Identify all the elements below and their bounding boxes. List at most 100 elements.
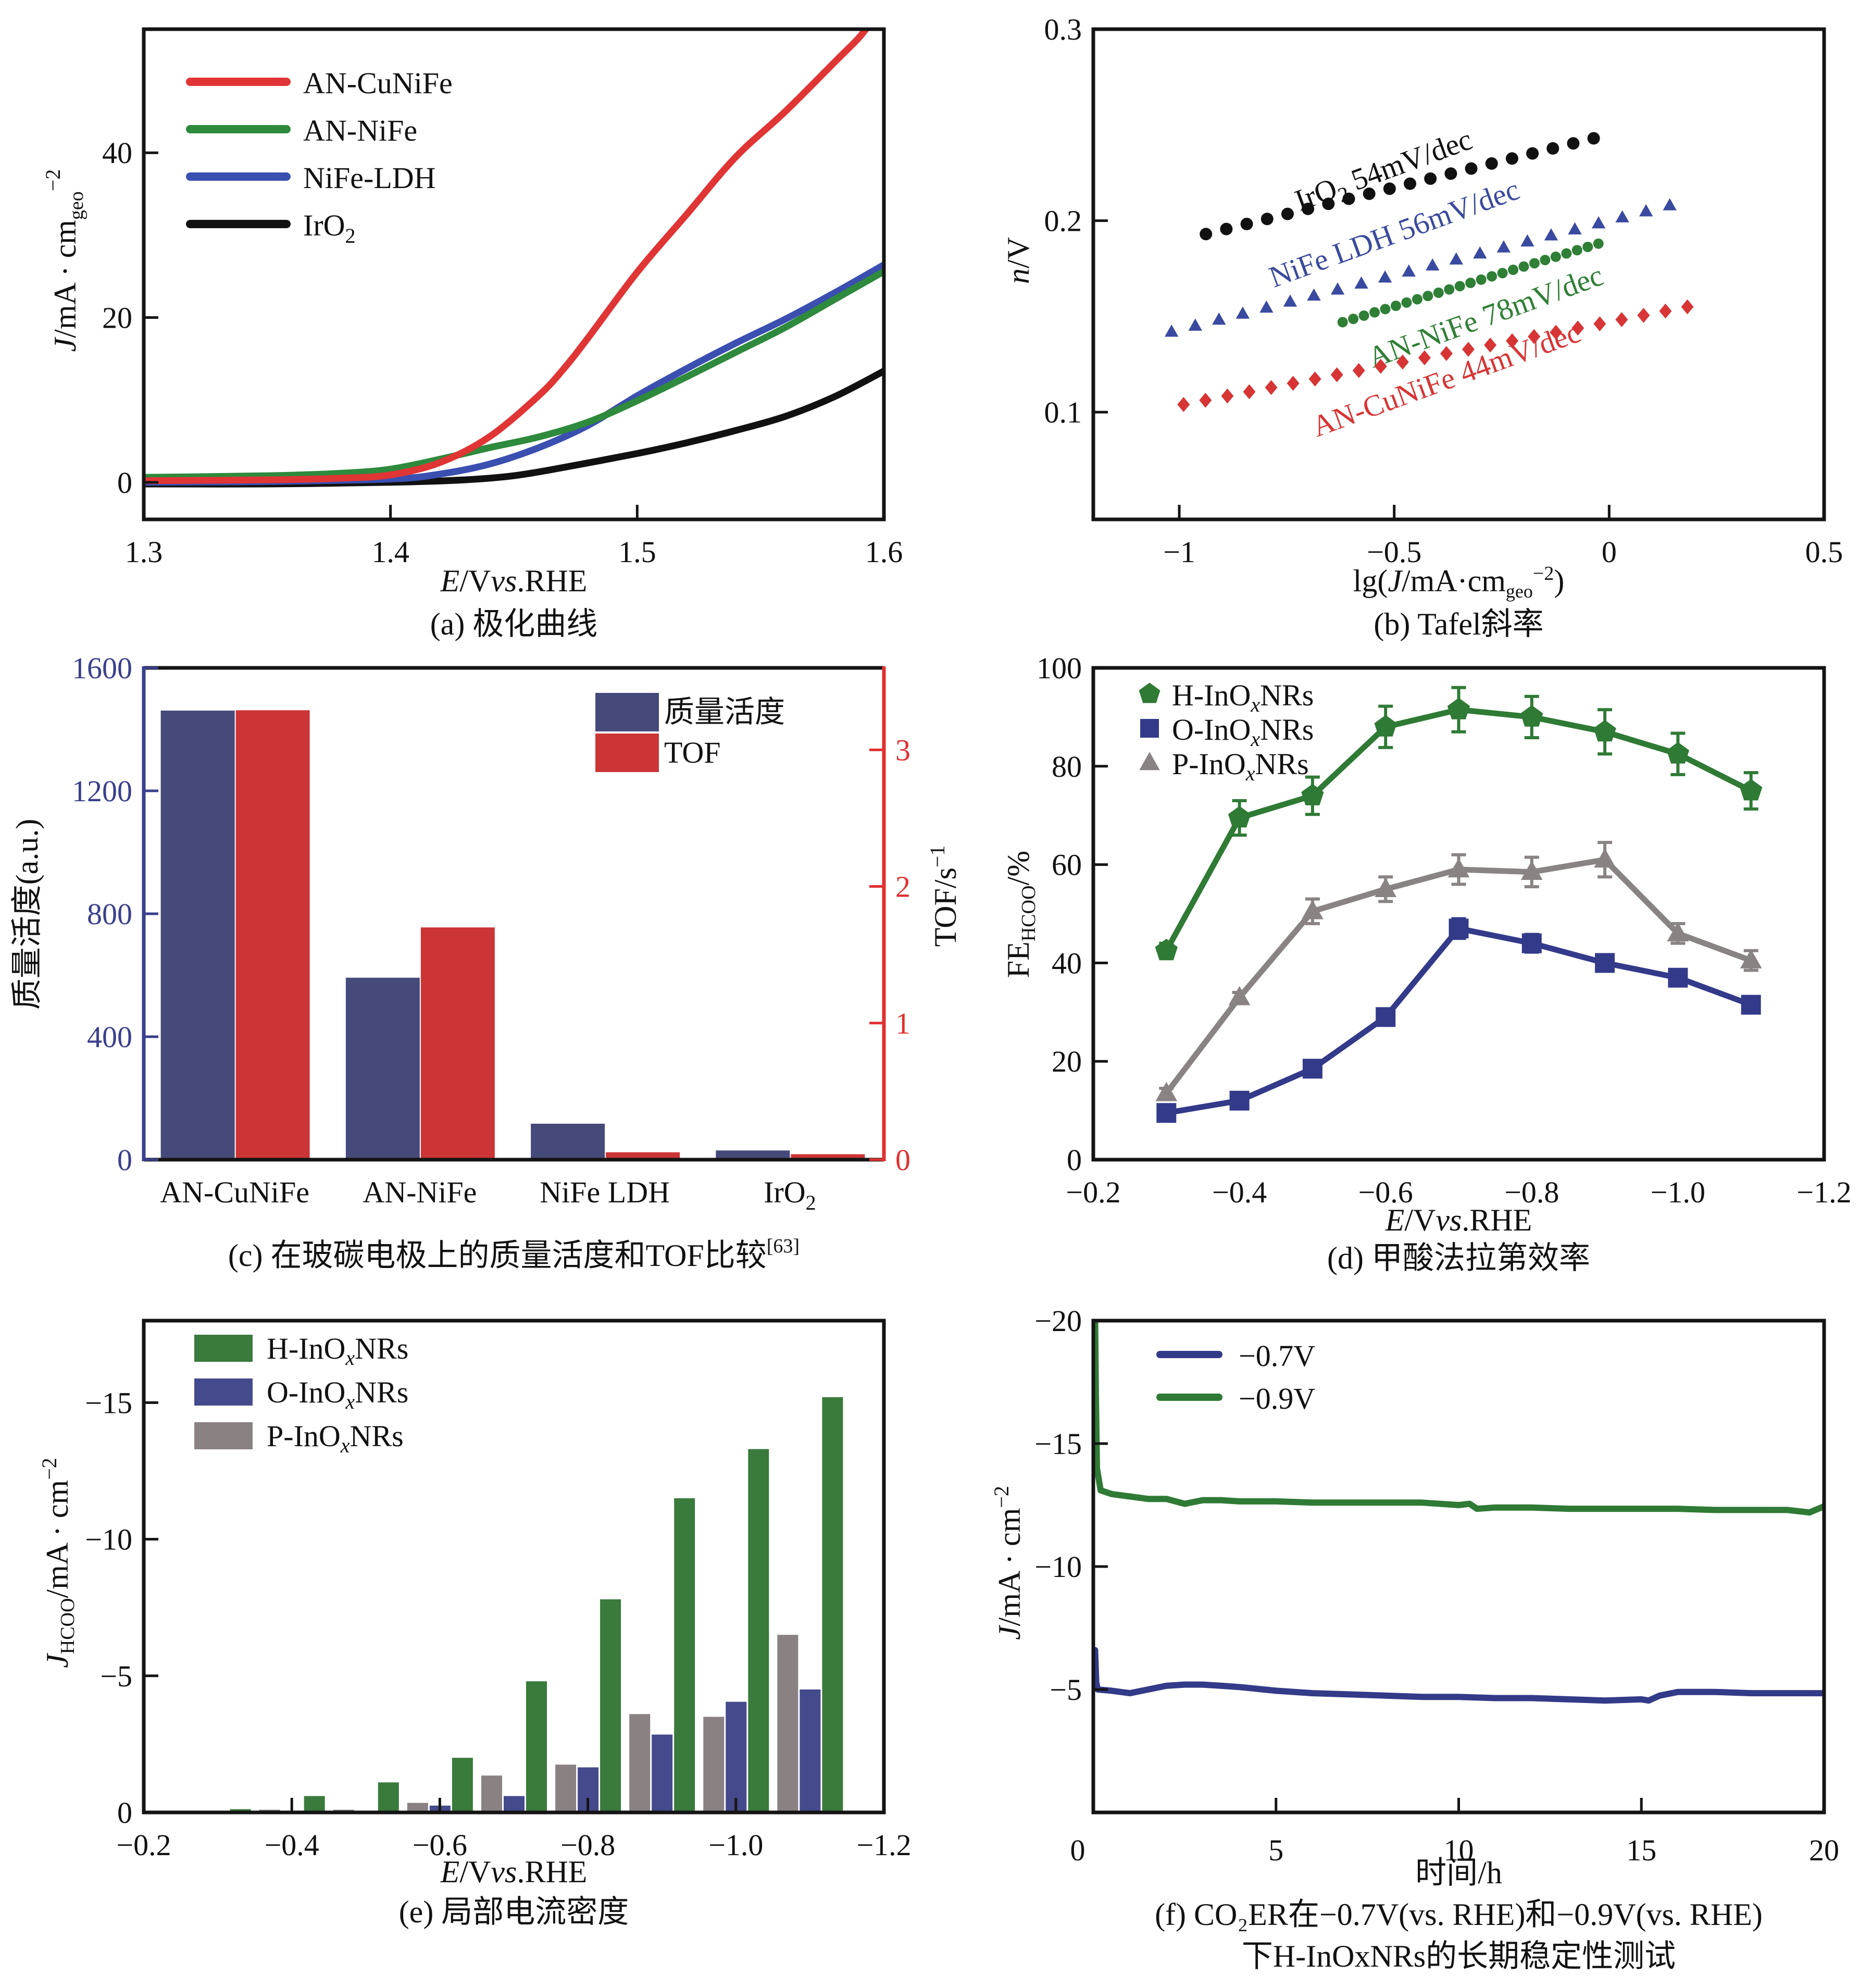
series-line-an-nife — [144, 268, 884, 481]
y-tick-label: −20 — [1034, 1304, 1082, 1338]
data-point — [1342, 192, 1355, 205]
data-point — [1740, 779, 1763, 801]
y-tick-label: 0 — [1067, 1143, 1082, 1177]
series-iro2 — [1200, 132, 1600, 241]
tspan: −2 — [990, 1486, 1013, 1508]
bar-p-inoxnrs — [481, 1775, 502, 1812]
legend-label: O-InOxNRs — [267, 1375, 408, 1413]
data-point — [1301, 784, 1324, 805]
data-point — [1571, 245, 1582, 256]
data-point — [1520, 705, 1543, 727]
x-tick-label: −0.2 — [1066, 1175, 1120, 1209]
bar-h-inoxnrs — [526, 1681, 547, 1812]
data-point — [1283, 294, 1297, 307]
bar-tof — [420, 927, 495, 1160]
tspan: /mA · cm — [992, 1508, 1027, 1626]
x-tick-label: −0.2 — [116, 1828, 171, 1862]
bar-h-inoxnrs — [378, 1782, 399, 1812]
data-point — [1228, 986, 1251, 1005]
x-tick-label: −1.2 — [856, 1828, 911, 1862]
data-point — [1520, 234, 1534, 247]
legend-marker — [1140, 719, 1159, 738]
data-point — [1508, 264, 1519, 275]
y-tick-label: 0.2 — [1044, 204, 1082, 238]
x-tick-label: 1.4 — [371, 535, 409, 569]
data-point — [1663, 198, 1677, 210]
legend-label: IrO2 — [303, 208, 356, 247]
series-line-minus-0-7v — [1093, 1647, 1824, 1704]
data-point — [1550, 251, 1561, 262]
y-axis-label: J/mA · cmgeo−2 — [41, 169, 88, 352]
tspan: /V — [1001, 237, 1035, 268]
data-point — [1681, 299, 1694, 315]
tspan: vs — [491, 564, 517, 598]
bar-p-inoxnrs — [629, 1714, 651, 1812]
bar-tof — [606, 1152, 680, 1160]
plot-frame — [142, 1319, 886, 1815]
data-point — [1240, 217, 1253, 230]
data-point — [1378, 270, 1392, 283]
data-point — [1568, 222, 1582, 234]
y-tick-label-right: 0 — [895, 1143, 910, 1177]
y-tick-label: 60 — [1052, 848, 1082, 882]
plot-frame — [1091, 27, 1826, 521]
data-point — [1375, 877, 1397, 897]
data-point — [1376, 1007, 1396, 1027]
x-tick-label: −1.2 — [1796, 1175, 1851, 1209]
legend-label: H-InOxNRs — [1172, 678, 1314, 716]
tspan: J — [40, 1653, 74, 1668]
bar-h-inoxnrs — [674, 1498, 695, 1812]
data-point — [1352, 363, 1365, 378]
data-point — [1667, 922, 1689, 941]
x-tick-label: −0.6 — [413, 1828, 467, 1862]
x-axis-label: lg(J/mA·cmgeo−2) — [1353, 563, 1565, 602]
bar-tof — [235, 710, 310, 1160]
data-point — [1404, 177, 1417, 190]
y-tick-label-left: 1600 — [72, 651, 132, 685]
data-point — [1422, 291, 1433, 302]
series-group — [144, 29, 884, 488]
panel-caption: (b) Tafel斜率 — [1374, 607, 1543, 641]
data-point — [1243, 384, 1256, 400]
y-axis-label: TOF/s−1 — [926, 846, 963, 947]
data-point — [1308, 371, 1321, 387]
data-point — [1526, 147, 1539, 160]
y-tick-label: 0 — [117, 466, 132, 500]
tspan: x — [1250, 727, 1260, 751]
x-tick-label: 0 — [1070, 1833, 1085, 1867]
x-tick-label: −0.4 — [1212, 1175, 1267, 1209]
tspan: x — [340, 1434, 350, 1457]
tspan: geo — [66, 191, 88, 220]
x-tick-label: 1.5 — [618, 535, 656, 569]
bar-p-inoxnrs — [555, 1765, 577, 1812]
tspan: /V — [459, 564, 491, 598]
data-point — [1550, 325, 1563, 340]
x-tick-label: 1.6 — [865, 535, 903, 569]
y-tick-label: −5 — [1050, 1673, 1082, 1707]
y-tick-label: 0.1 — [1044, 395, 1082, 429]
y-tick-label: 0 — [117, 1796, 132, 1830]
data-point — [1666, 742, 1690, 764]
data-point — [1659, 303, 1672, 319]
y-tick-label: 40 — [102, 136, 132, 170]
x-tick-label: 0.5 — [1805, 535, 1843, 569]
data-point — [1615, 312, 1628, 327]
data-point — [1544, 228, 1558, 241]
tspan: IrO — [303, 208, 345, 242]
bar-o-inoxnrs — [726, 1701, 747, 1812]
data-point — [1390, 300, 1401, 311]
data-point — [1505, 152, 1518, 165]
tspan: E — [440, 564, 460, 598]
data-point — [1337, 317, 1348, 328]
data-point — [1433, 287, 1444, 298]
data-point — [1741, 995, 1761, 1015]
bar-p-inoxnrs — [407, 1803, 428, 1812]
tspan: NRs — [350, 1419, 404, 1453]
data-point — [1668, 967, 1688, 988]
data-point — [1637, 307, 1650, 323]
panel-f-stability-test: 0 5 10 15 20 −5 −10 −15 −20 −0.7V −0.9V J/mA · cm−2… — [990, 1304, 1839, 1973]
y-axis-label: n/V — [1001, 237, 1035, 284]
data-point — [1615, 210, 1629, 222]
x-tick-label: 0 — [1602, 535, 1617, 569]
data-point — [1454, 281, 1465, 292]
